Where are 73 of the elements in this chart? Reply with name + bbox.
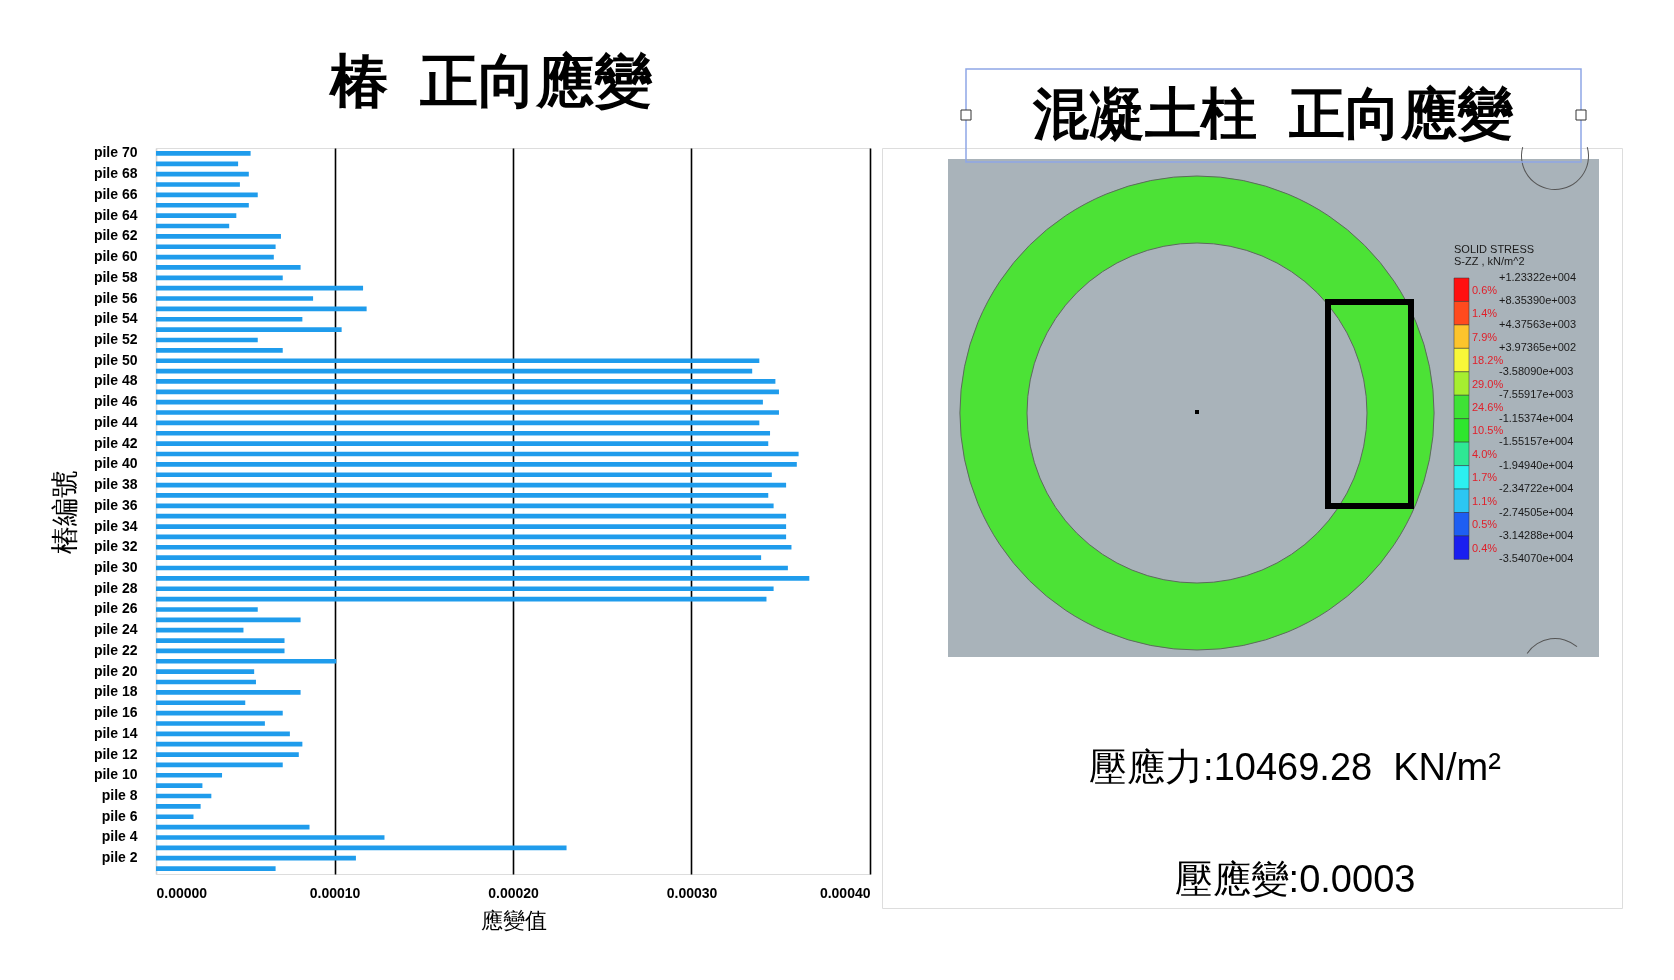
y-tick-label: pile 48 [93, 372, 138, 389]
text: 壓應力:10469.28 KN/m² [1089, 746, 1501, 788]
x-tick-label: 0.00030 [666, 884, 718, 901]
y-tick-label: pile 8 [101, 787, 138, 804]
text: +4.37563e+003 [1499, 317, 1577, 330]
text: 混凝土柱 正向應變 [1032, 82, 1514, 145]
y-tick-label: pile 6 [101, 807, 138, 824]
text: -3.14288e+004 [1499, 528, 1574, 541]
y-tick-label: pile 24 [93, 621, 138, 638]
text: -2.34722e+004 [1499, 482, 1574, 495]
text: +3.97365e+002 [1499, 341, 1577, 354]
y-tick-label: pile 60 [93, 248, 138, 265]
text: 壓應變:0.0003 [1174, 858, 1416, 900]
y-tick-label: pile 66 [93, 185, 138, 202]
y-tick-label: pile 12 [93, 745, 138, 762]
y-tick-label: pile 4 [101, 828, 138, 845]
y-tick-label: pile 14 [93, 724, 138, 741]
y-tick-label: pile 18 [93, 683, 138, 700]
y-tick-label: pile 44 [93, 413, 138, 430]
text: -7.55917e+003 [1499, 388, 1574, 401]
y-tick-label: pile 16 [93, 704, 138, 721]
text: S-ZZ , kN/m^2 [1454, 255, 1525, 267]
y-tick-label: pile 34 [93, 517, 138, 534]
y-tick-label: pile 68 [93, 165, 138, 182]
y-tick-label: pile 70 [93, 144, 138, 161]
text: 10.5% [1472, 424, 1504, 437]
text: 0.5% [1472, 518, 1498, 531]
text: 1.4% [1472, 307, 1498, 320]
y-tick-label: pile 36 [93, 496, 138, 513]
y-tick-label: pile 10 [93, 766, 138, 783]
text: 24.6% [1472, 400, 1504, 413]
x-tick-label: 0.00010 [309, 884, 361, 901]
text: SOLID STRESS [1454, 243, 1535, 255]
x-tick-label: 0.00040 [819, 884, 871, 901]
y-tick-label: pile 32 [93, 538, 138, 555]
text: 0.6% [1472, 283, 1498, 296]
y-tick-label: pile 2 [101, 849, 138, 866]
y-tick-label: pile 42 [93, 434, 138, 451]
y-tick-label: pile 64 [93, 206, 138, 223]
y-tick-label: pile 40 [93, 455, 138, 472]
y-tick-label: pile 54 [93, 310, 138, 327]
text: 7.9% [1472, 330, 1498, 343]
text: 29.0% [1472, 377, 1504, 390]
chart-title: 椿 正向應變 [327, 47, 654, 113]
y-tick-label: pile 52 [93, 330, 138, 347]
y-tick-label: pile 56 [93, 289, 138, 306]
text: -1.15374e+004 [1499, 411, 1574, 424]
x-axis-title: 應變值 [480, 907, 547, 933]
x-tick-label: 0.00000 [156, 884, 208, 901]
text: 1.1% [1472, 494, 1498, 507]
x-tick-label: 0.00020 [488, 884, 540, 901]
text: 18.2% [1472, 354, 1504, 367]
text: +1.23322e+004 [1499, 271, 1577, 283]
text: -2.74505e+004 [1499, 505, 1574, 518]
text: -3.54070e+004 [1499, 552, 1574, 565]
text: 0.4% [1472, 541, 1498, 554]
text: -1.94940e+004 [1499, 458, 1574, 471]
y-tick-label: pile 30 [93, 559, 138, 575]
y-tick-label: pile 20 [93, 662, 138, 679]
y-tick-label: pile 46 [93, 393, 138, 410]
y-tick-label: pile 62 [93, 227, 138, 244]
text: 1.7% [1472, 471, 1498, 484]
text: +8.35390e+003 [1499, 294, 1577, 307]
y-tick-label: pile 28 [93, 579, 138, 596]
y-tick-label: pile 38 [93, 476, 138, 493]
y-tick-label: pile 22 [93, 641, 138, 658]
y-tick-label: pile 58 [93, 268, 138, 285]
y-tick-label: pile 50 [93, 351, 138, 368]
text: -1.55157e+004 [1499, 435, 1574, 448]
text: 4.0% [1472, 447, 1498, 460]
text: -3.58090e+003 [1499, 364, 1574, 377]
y-tick-label: pile 26 [93, 600, 138, 617]
y-axis-title: 樁編號 [47, 469, 81, 554]
